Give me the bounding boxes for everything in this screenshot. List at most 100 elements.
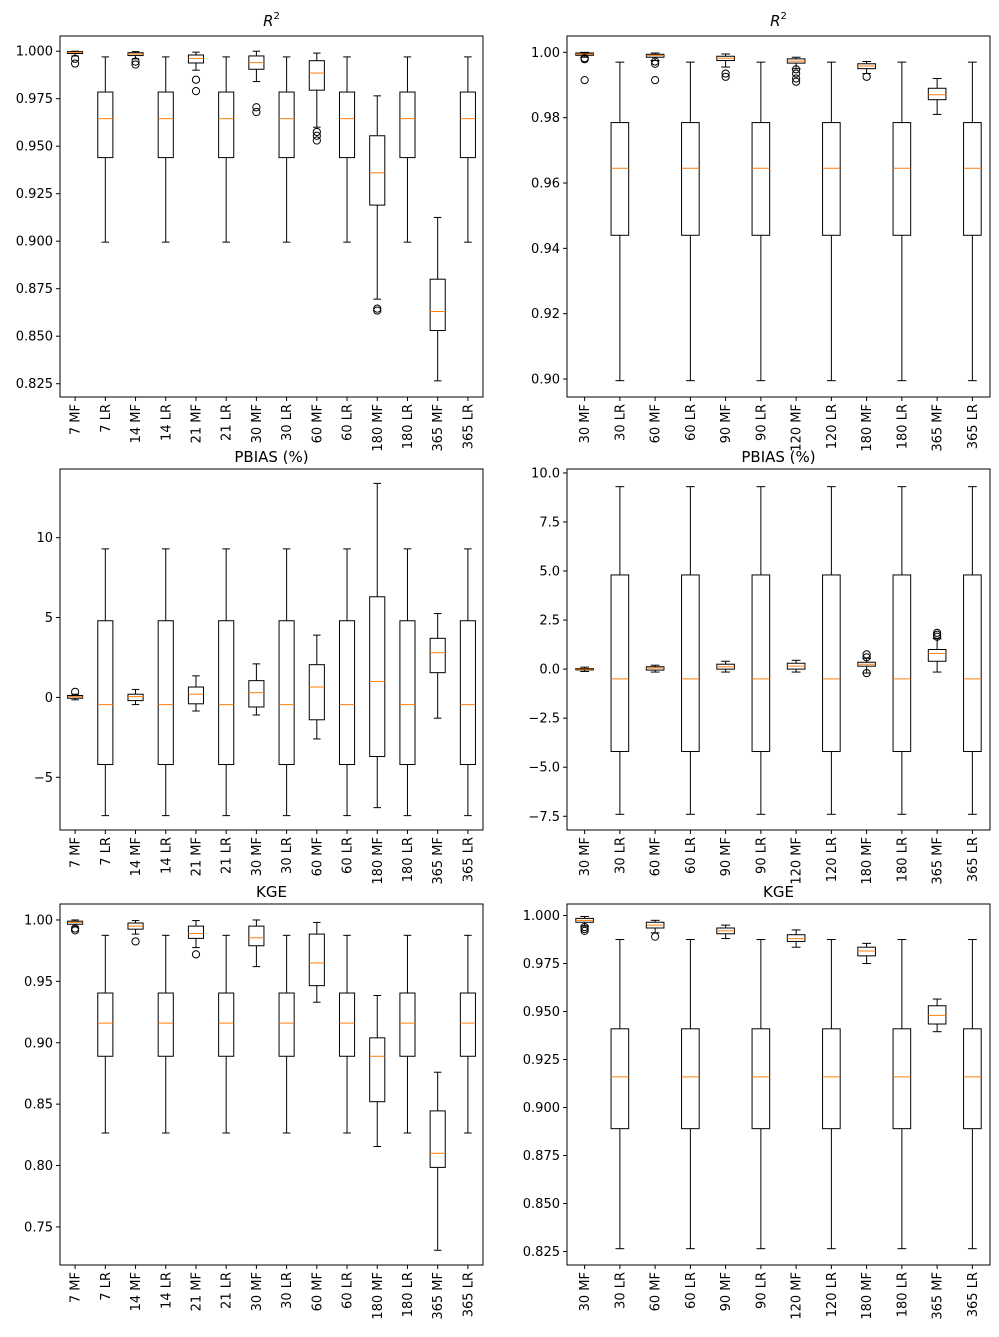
box-30-lr xyxy=(278,934,295,1134)
box-iqr xyxy=(187,925,205,939)
box-iqr xyxy=(97,992,114,1057)
y-tick-label: 0.875 xyxy=(16,282,53,297)
box-60-lr xyxy=(681,939,700,1250)
x-tick-label: 120 MF xyxy=(790,1272,805,1320)
subplot-pbias-left: PBIAS (%) −5 0 5 10 7 MF 7 LR 14 MF 14 LR 21 MF 2… xyxy=(34,448,484,885)
box-180-mf xyxy=(857,650,876,678)
y-tick-label: 0.900 xyxy=(16,235,53,250)
x-tick-label: 180 MF xyxy=(371,404,386,452)
box-iqr xyxy=(429,637,446,674)
title-text: R xyxy=(263,12,273,30)
x-tick-label: 365 MF xyxy=(431,837,446,885)
x-tick-label: 14 MF xyxy=(129,837,144,876)
box-30-mf xyxy=(248,50,265,117)
x-tick-label: 120 LR xyxy=(825,404,840,449)
box-180-mf xyxy=(857,942,876,965)
outlier-point xyxy=(862,653,871,662)
y-tick-label: 0.975 xyxy=(16,92,53,107)
y-tick-label: 2.5 xyxy=(539,614,560,629)
box-iqr xyxy=(278,992,295,1057)
box-7-lr xyxy=(97,548,114,817)
x-tick-label: 7 MF xyxy=(69,404,84,435)
box-30-mf xyxy=(575,915,594,935)
box-iqr xyxy=(278,620,295,766)
outlier-point xyxy=(792,69,801,78)
box-60-lr xyxy=(338,548,356,817)
box-60-lr xyxy=(338,56,356,243)
x-tick-label: 180 MF xyxy=(371,837,386,885)
outlier-point xyxy=(792,77,801,86)
title-r2-right: R2 xyxy=(770,11,787,30)
outlier-point xyxy=(131,57,140,66)
x-tick-label: 180 MF xyxy=(371,1272,386,1320)
box-iqr xyxy=(459,91,476,159)
box-90-mf xyxy=(716,660,735,673)
y-tick-label: 0.975 xyxy=(523,957,560,972)
box-iqr xyxy=(963,574,982,753)
box-90-lr xyxy=(751,939,771,1250)
outlier-point xyxy=(580,55,589,64)
box-365-lr xyxy=(459,934,476,1134)
box-30-mf xyxy=(248,663,265,716)
x-tick-label: 60 MF xyxy=(310,1272,325,1311)
box-iqr xyxy=(369,1037,386,1103)
y-tick-label: 7.5 xyxy=(539,515,560,530)
box-180-lr xyxy=(399,56,416,243)
x-tick-label: 30 MF xyxy=(250,1272,265,1311)
y-tick-label: −5 xyxy=(34,771,53,786)
y-tick-label: 0.96 xyxy=(531,177,560,192)
box-30-mf xyxy=(575,51,594,85)
x-tick-label: 180 LR xyxy=(401,404,416,449)
outlier-point xyxy=(651,59,660,68)
subplot-r2-left: R2 0.825 0.850 0.875 0.900 0.925 0.950 0.975 1.… xyxy=(16,11,484,452)
y-tick-label: −2.5 xyxy=(528,712,560,727)
y-tick-label: 0.925 xyxy=(523,1053,560,1068)
box-iqr xyxy=(751,1028,771,1130)
box-iqr xyxy=(822,122,841,236)
x-tick-label: 7 LR xyxy=(99,404,114,433)
box-iqr xyxy=(892,1028,912,1130)
outlier-point xyxy=(862,668,871,678)
box-30-lr xyxy=(610,61,630,382)
x-tick-label: 180 MF xyxy=(860,1272,875,1320)
box-120-lr xyxy=(822,939,841,1250)
box-365-lr xyxy=(963,939,982,1250)
outlier-point xyxy=(792,65,801,74)
box-iqr xyxy=(187,54,205,64)
x-tick-label: 21 MF xyxy=(189,404,204,443)
x-tick-label: 90 LR xyxy=(754,1272,769,1309)
box-14-lr xyxy=(157,934,174,1134)
box-iqr xyxy=(308,664,325,721)
y-tick-label: 1.000 xyxy=(16,45,53,60)
outlier-point xyxy=(721,69,730,78)
title-text: R xyxy=(770,12,780,30)
box-365-lr xyxy=(459,548,476,817)
outlier-point xyxy=(252,107,261,117)
x-tick-label: 180 LR xyxy=(895,404,910,449)
x-tick-label: 30 MF xyxy=(250,404,265,443)
box-7-mf xyxy=(67,919,84,935)
title-superscript: 2 xyxy=(274,11,280,22)
axes-frame xyxy=(566,35,991,398)
x-tick-label: 120 MF xyxy=(790,404,805,452)
box-iqr xyxy=(681,122,700,236)
y-tick-label: 0.95 xyxy=(24,975,53,990)
x-tick-label: 30 LR xyxy=(280,404,295,441)
box-iqr xyxy=(278,91,295,159)
title-pbias-left: PBIAS (%) xyxy=(234,448,308,466)
x-tick-label: 14 LR xyxy=(159,404,174,441)
box-180-lr xyxy=(892,61,912,382)
x-tick-label: 30 MF xyxy=(578,1272,593,1311)
y-tick-label: 0.0 xyxy=(539,663,560,678)
y-tick-label: 0.85 xyxy=(24,1098,53,1113)
box-iqr xyxy=(751,122,771,236)
x-tick-label: 7 MF xyxy=(69,837,84,868)
x-tick-label: 30 LR xyxy=(280,837,295,874)
x-tick-label: 365 LR xyxy=(461,837,476,882)
box-60-mf xyxy=(308,921,325,1003)
box-iqr xyxy=(399,91,416,159)
box-365-mf xyxy=(429,1071,446,1251)
box-iqr xyxy=(963,1028,982,1130)
outlier-point xyxy=(651,932,660,941)
x-tick-label: 30 LR xyxy=(613,404,628,441)
